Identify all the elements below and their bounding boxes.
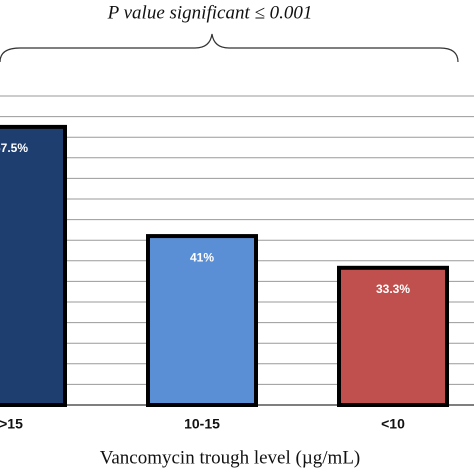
x-tick-label: >15 [0,416,23,432]
annotation: P value significant ≤ 0.001 [107,2,313,23]
brace [0,33,459,63]
x-tick-label: 10-15 [184,416,220,432]
value-label: 67.5% [0,141,28,155]
x-tick-label: <10 [381,416,405,432]
bar [0,124,67,408]
bar [337,265,449,407]
value-label: 41% [190,250,214,264]
value-label: 33.3% [376,282,410,296]
x-axis-title: Vancomycin trough level (µg/mL) [100,447,361,468]
bar [146,234,258,407]
